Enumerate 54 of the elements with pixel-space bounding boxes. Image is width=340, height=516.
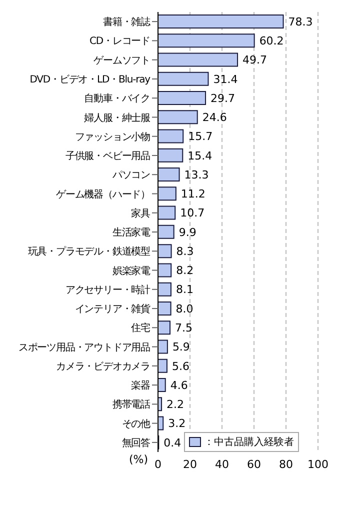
- y-tick-label: 自動車・バイク: [84, 92, 150, 105]
- x-tick-label: 20: [183, 458, 197, 471]
- y-tick-label: CD・レコード: [90, 36, 150, 48]
- y-tick-label: ファッション小物: [74, 130, 151, 143]
- y-tick-label: ゲーム機器（ハード）: [56, 188, 150, 200]
- text: 13.3: [184, 168, 209, 182]
- y-tick-label: パソコン: [111, 170, 151, 182]
- y-tick-label: 娯楽家電: [112, 264, 151, 277]
- x-tick-label: 80: [279, 458, 293, 471]
- y-tick-label: 生活家電: [112, 226, 151, 239]
- legend-label: ：中古品購入経験者: [204, 436, 294, 449]
- text: 8.3: [176, 244, 194, 258]
- y-tick-label: 無回答: [122, 436, 151, 449]
- text: 5.6: [172, 360, 190, 373]
- y-tick-label: 子供服・ベビー用品: [65, 151, 151, 162]
- y-tick-label: 楽器: [131, 380, 151, 392]
- text: 11.2: [180, 188, 206, 201]
- y-tick-label: 書籍・雑誌: [102, 16, 151, 28]
- text: 10.7: [180, 206, 205, 220]
- text: 7.5: [175, 321, 192, 334]
- text: 15.4: [188, 149, 212, 162]
- x-tick-label: 40: [215, 458, 229, 471]
- text: 4.6: [170, 378, 188, 392]
- y-tick-label: 住宅: [131, 322, 151, 334]
- text: 15.7: [188, 130, 213, 144]
- x-tick-label: 100: [308, 458, 328, 471]
- text: 8.2: [176, 264, 194, 278]
- text: 31.4: [213, 72, 238, 86]
- text: 60.2: [259, 34, 284, 48]
- y-tick-label: 玩具・プラモデル・鉄道模型: [28, 246, 151, 258]
- y-tick-label: その他: [122, 418, 151, 430]
- y-tick-label: ゲームソフト: [94, 55, 150, 66]
- text: 8.1: [176, 283, 194, 296]
- text: 8.0: [176, 302, 194, 316]
- x-axis-title: (%): [128, 452, 148, 466]
- text: 2.2: [166, 398, 184, 412]
- text: 29.7: [210, 92, 236, 105]
- text: 5.9: [172, 340, 190, 354]
- text: 3.2: [168, 417, 186, 430]
- text: 0.4: [164, 436, 182, 450]
- text: 24.6: [202, 111, 227, 124]
- y-tick-label: DVD・ビデオ・LD・Blu-ray: [30, 74, 151, 86]
- y-tick-label: 携帯電話: [112, 398, 151, 411]
- text: 78.3: [288, 15, 313, 28]
- text: 9.9: [178, 226, 196, 239]
- y-tick-label: カメラ・ビデオカメラ: [56, 361, 150, 372]
- x-tick-label: 0: [154, 458, 162, 471]
- text: 49.7: [242, 54, 268, 67]
- y-tick-label: アクセサリー・時計: [65, 284, 151, 296]
- y-tick-label: スポーツ用品・アウトドア用品: [18, 342, 151, 354]
- y-tick-label: 婦人服・紳士服: [84, 112, 151, 124]
- y-tick-label: 家具: [131, 207, 151, 220]
- x-tick-label: 60: [247, 458, 261, 471]
- y-tick-label: インテリア・雑貨: [74, 303, 151, 316]
